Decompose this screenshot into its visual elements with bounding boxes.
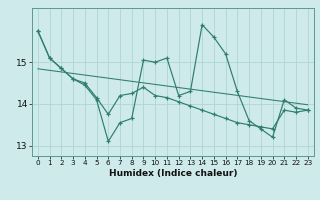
X-axis label: Humidex (Indice chaleur): Humidex (Indice chaleur) [108,169,237,178]
